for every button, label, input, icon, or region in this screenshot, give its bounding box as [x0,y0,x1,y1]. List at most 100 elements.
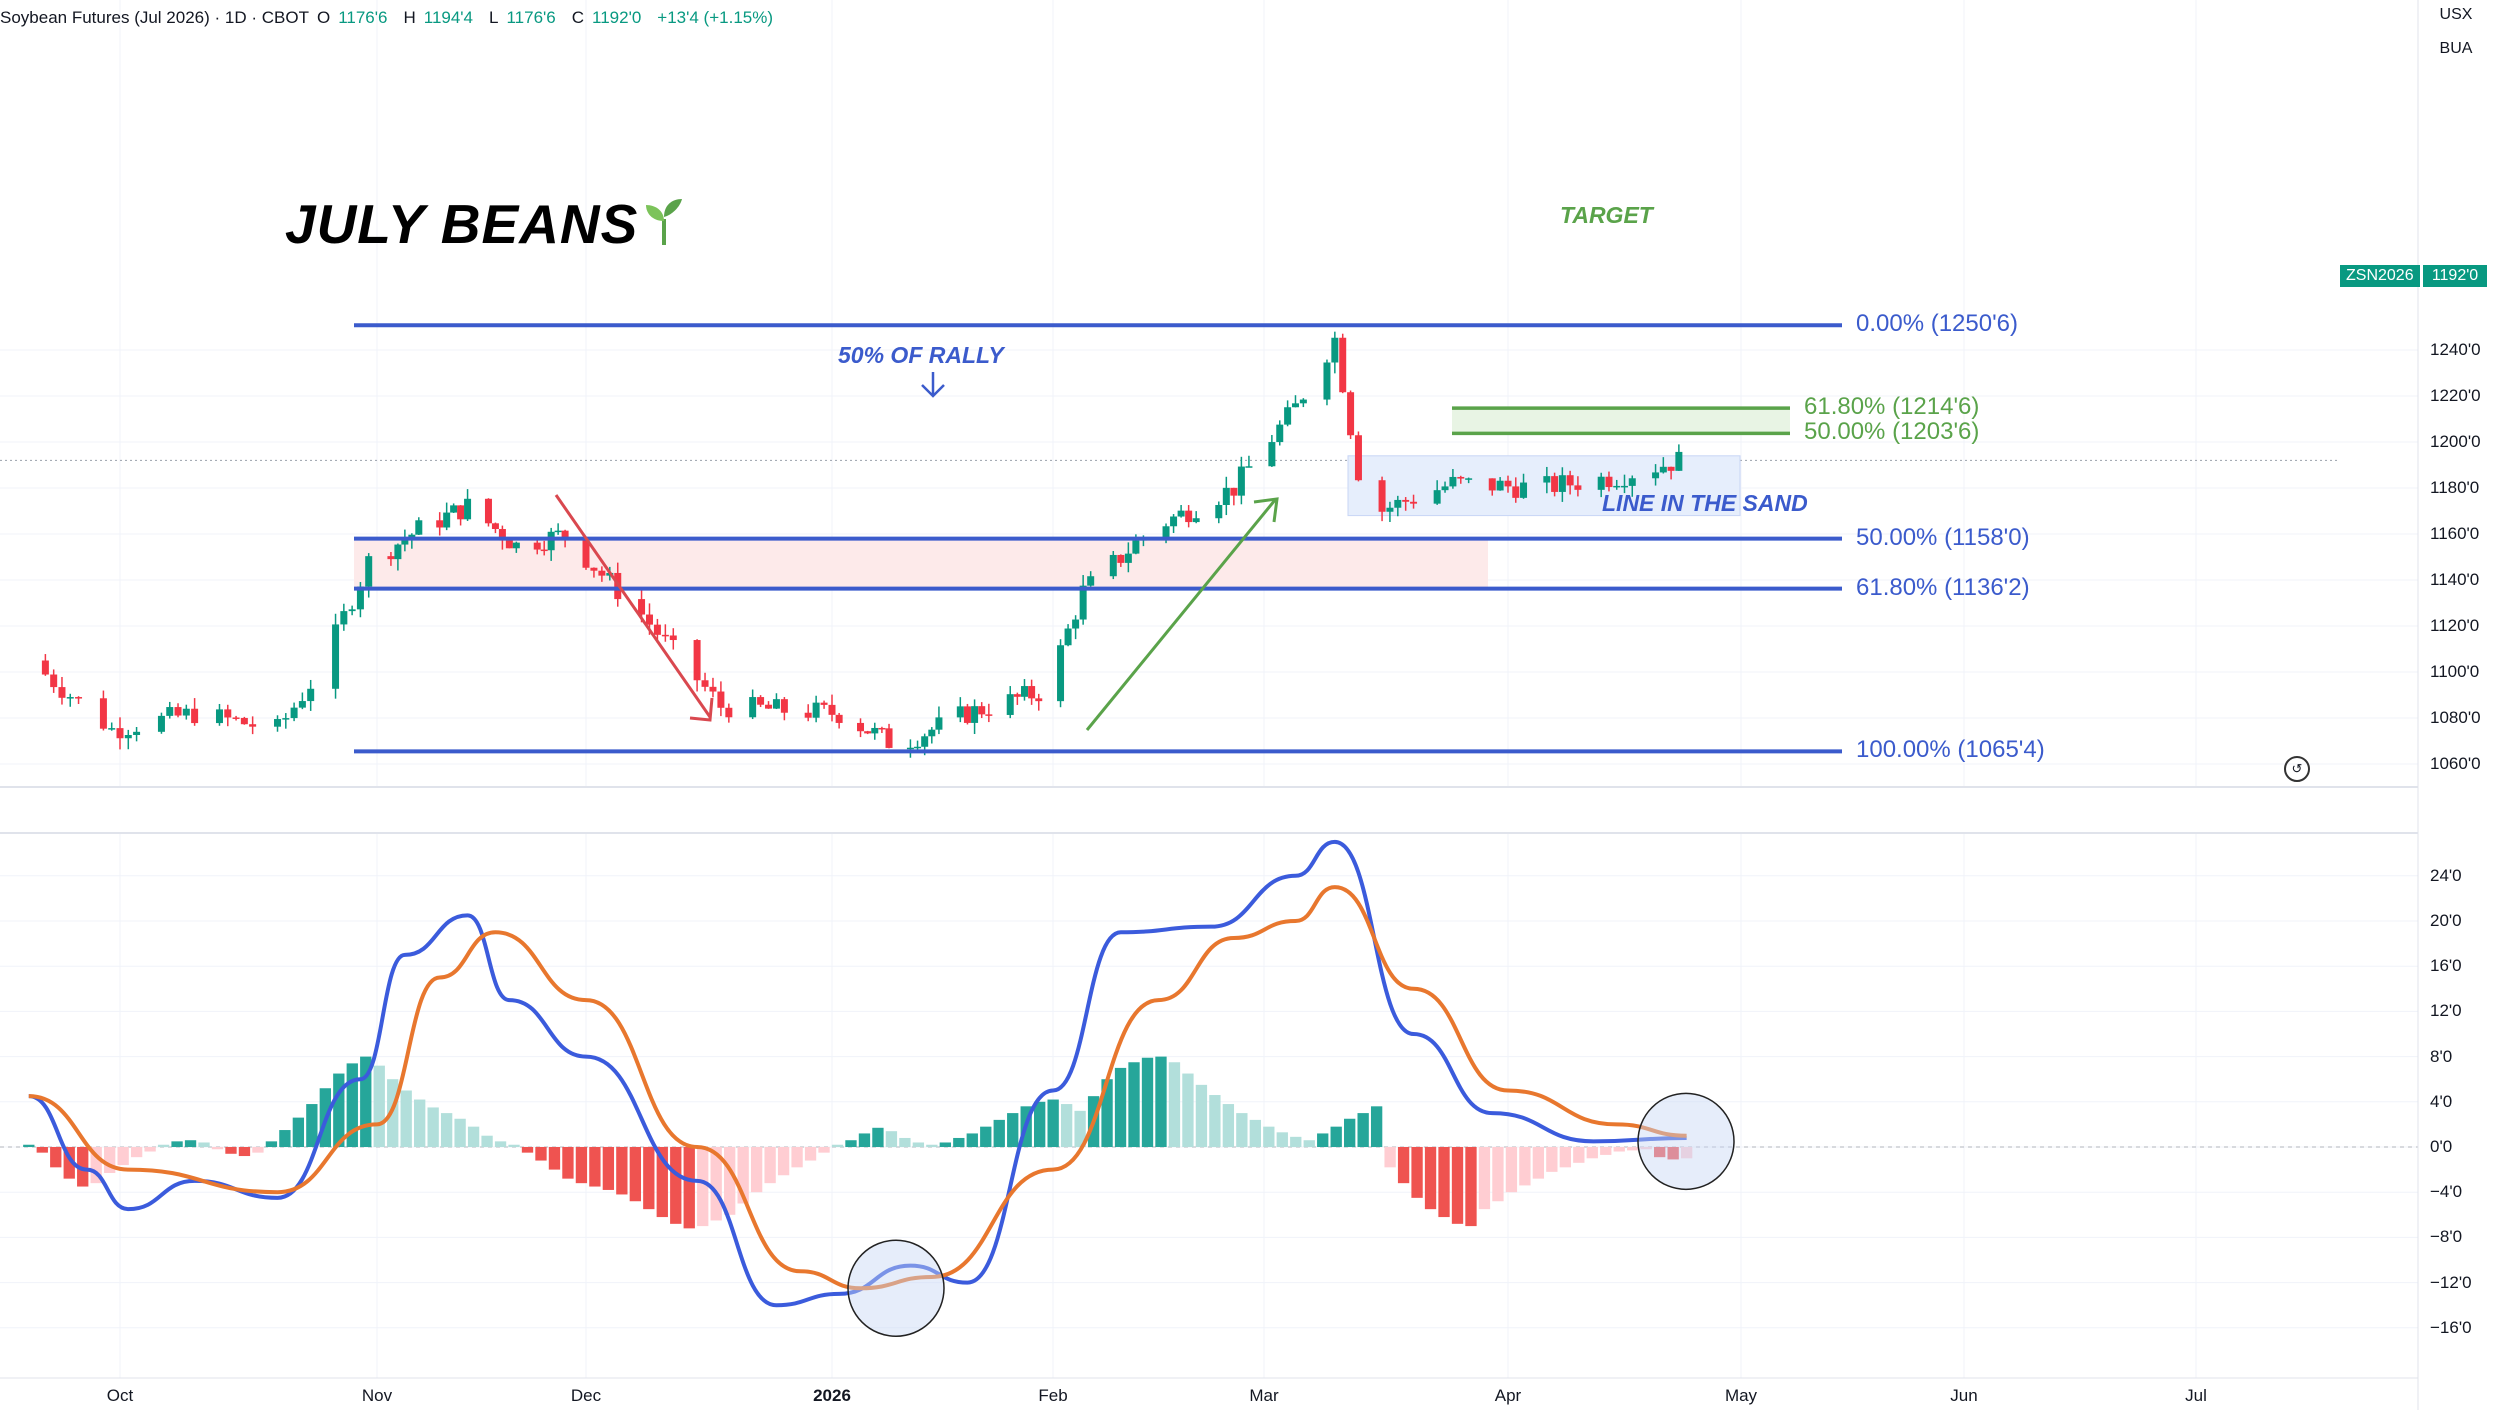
macd-line [28,839,1687,1308]
currency-label[interactable]: USX [2439,6,2473,23]
support-zone [354,538,1488,589]
candle-body [749,697,757,718]
candle-body [116,728,124,739]
candle-body [878,727,886,730]
candle-body [1402,499,1410,502]
candle-body [820,702,828,705]
candle-body [935,717,943,730]
time-tick-label: Jul [2185,1386,2207,1405]
candle-body [484,498,492,524]
fib-label: 100.00% (1065'4) [1856,736,2045,764]
candle-body [1613,485,1621,488]
macd-histogram-bar [670,1147,682,1224]
macd-histogram-bar [872,1127,884,1147]
macd-tick-label: 4'0 [2430,1091,2453,1111]
price-tag-symbol: ZSN2026 [2340,265,2420,287]
candle-body [653,624,661,635]
candle-body [191,708,199,724]
uptrend-arrowhead [1253,497,1279,523]
candle-body [1276,424,1284,443]
candle-body [166,707,174,716]
time-tick-label: 2026 [813,1386,851,1405]
candle-body [249,724,257,727]
macd-histogram-bar [1451,1147,1464,1224]
macd-histogram-bar [346,1063,358,1147]
candle-body [709,686,717,692]
candle-body [554,530,562,533]
macd-histogram-bar [993,1119,1005,1147]
candle-body [871,727,879,734]
candle-body [1394,499,1402,508]
macd-histogram-bar [1155,1056,1167,1147]
macd-histogram-bar [333,1073,345,1147]
unit-label[interactable]: BUA [2439,40,2473,57]
panel-dividers [0,0,2419,1410]
candle-body [415,520,423,535]
macd-histogram-bar [1303,1140,1315,1147]
macd-histogram-bar [238,1147,251,1157]
macd-histogram-bar [683,1147,695,1229]
macd-histogram-bar [966,1133,978,1147]
candle-body [99,698,107,729]
chart-header: Soybean Futures (Jul 2026) · 1D · CBOT O… [0,4,781,32]
candle-body [1441,486,1449,491]
macd-histogram-bar [1654,1147,1666,1158]
macd-histogram-bar [1209,1095,1221,1147]
ohlc-high: H 1194'4 [403,8,474,27]
macd-histogram-bar [117,1147,129,1166]
time-tick-label: May [1724,1386,1758,1405]
price-tick-label: 1160'0 [2430,524,2480,543]
candle-body [512,542,520,549]
candle-body [1072,619,1080,629]
macd-histogram-bar [804,1147,817,1161]
candle-body [1192,518,1200,523]
price-tick-label: 1220'0 [2430,386,2481,405]
line-in-sand-annotation: LINE IN THE SAND [1602,490,1808,516]
ohlc-close: C 1192'0 [571,8,642,27]
macd-histogram-bar [777,1147,790,1176]
macd-histogram-bar [414,1099,426,1147]
candle-body [1520,482,1528,498]
candle-body [693,640,701,681]
macd-histogram-bar [939,1142,951,1147]
macd-histogram-bar [899,1137,911,1147]
macd-histogram-bar [104,1147,116,1173]
macd-histogram-bar [63,1147,75,1179]
reset-icon[interactable]: ↺ [2284,756,2310,782]
macd-histogram-bar [845,1140,857,1147]
fib-label: 0.00% (1250'6) [1856,310,2019,338]
candle-body [1064,628,1072,646]
macd-histogram-bar [548,1147,561,1170]
candle-body [348,609,356,612]
macd-tick-label: −12'0 [2430,1272,2472,1292]
symbol-title: Soybean Futures (Jul 2026) · 1D · CBOT [0,8,309,27]
candle-body [1268,442,1276,467]
candle-body [978,706,986,715]
macd-histogram-bar [1357,1113,1369,1147]
sprout-icon [646,199,683,245]
macd-histogram-bar [697,1147,709,1227]
candle-body [1291,403,1299,408]
candle-body [725,707,733,718]
candle-body [638,599,646,615]
candle-body [443,512,451,528]
candle-body [1652,472,1660,479]
candle-body [857,722,865,732]
macd-histogram-bar [90,1147,102,1184]
macd-histogram-bar [912,1142,925,1147]
candle-body [332,624,340,689]
macd-histogram-bar [373,1065,385,1147]
candle-body [41,660,49,675]
macd-histogram-bar [1074,1110,1086,1147]
candle-body [1117,554,1125,563]
macd-histogram-bar [1330,1126,1342,1147]
macd-histogram-bar [23,1144,35,1147]
macd-histogram-bar [818,1147,830,1153]
macd-histogram-bar [171,1141,183,1147]
candle-body [1433,490,1441,504]
macd-histogram-bar [1586,1147,1598,1159]
candle-body [1132,540,1140,554]
macd-histogram-bar [130,1147,143,1158]
candle-body [50,674,58,688]
candlestick-series [41,331,1683,758]
